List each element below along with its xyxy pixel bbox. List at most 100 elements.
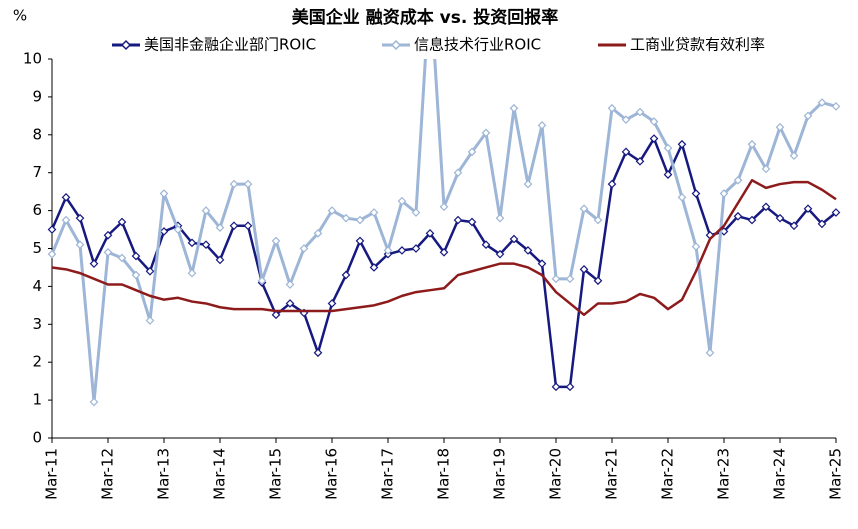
point-marker [187, 238, 197, 248]
point-marker [299, 244, 309, 253]
point-marker [789, 151, 799, 160]
point-marker [61, 215, 71, 225]
point-marker [285, 280, 295, 289]
point-marker [369, 208, 379, 217]
point-marker [733, 175, 743, 185]
point-marker [425, 228, 435, 238]
point-marker [383, 246, 393, 255]
y-tick-label: 10 [23, 50, 42, 68]
point-marker [285, 299, 295, 308]
point-marker [509, 103, 519, 113]
point-marker [313, 348, 323, 358]
point-marker [173, 225, 183, 234]
point-marker [803, 204, 813, 214]
point-marker [341, 213, 351, 223]
point-marker [145, 266, 155, 276]
point-marker [47, 249, 57, 259]
point-marker [243, 221, 253, 231]
x-tick-label: Mar-15 [267, 448, 285, 500]
y-tick-label: 0 [32, 429, 42, 447]
point-marker [789, 221, 799, 231]
y-tick-label: 4 [32, 277, 42, 295]
point-marker [327, 299, 337, 308]
point-marker [117, 217, 127, 227]
point-marker [775, 213, 785, 223]
point-marker [187, 268, 197, 278]
point-marker [411, 208, 421, 217]
point-marker [733, 211, 743, 221]
point-marker [215, 255, 225, 265]
point-marker [565, 274, 575, 284]
point-marker [761, 164, 771, 174]
point-marker [369, 263, 379, 272]
point-marker [271, 236, 281, 246]
point-marker [817, 98, 827, 107]
point-marker [229, 179, 239, 189]
point-marker [649, 117, 659, 126]
point-marker [47, 225, 57, 234]
point-marker [89, 397, 99, 407]
point-marker [523, 246, 533, 255]
x-tick-label: Mar-13 [155, 448, 173, 500]
x-tick-label: Mar-14 [211, 448, 229, 500]
x-tick-label: Mar-12 [99, 448, 117, 500]
point-marker [411, 244, 421, 253]
point-marker [677, 139, 687, 149]
point-marker [593, 215, 603, 225]
point-marker [159, 189, 169, 198]
chart-title: 美国企业 融资成本 vs. 投资回报率 [292, 7, 558, 28]
point-marker [215, 223, 225, 233]
y-tick-label: 5 [32, 239, 42, 257]
y-axis-label: % [13, 7, 27, 25]
y-tick-label: 8 [32, 125, 42, 143]
legend-marker [390, 39, 402, 51]
point-marker [719, 189, 729, 198]
x-tick-label: Mar-25 [827, 448, 845, 500]
point-marker [75, 213, 85, 223]
point-marker [271, 310, 281, 320]
point-marker [831, 208, 841, 217]
point-marker [775, 122, 785, 132]
point-marker [635, 107, 645, 117]
point-marker [691, 242, 701, 251]
x-tick-label: Mar-18 [435, 448, 453, 500]
point-marker [747, 215, 757, 225]
point-marker [103, 230, 113, 240]
series-line [50, 59, 837, 404]
point-marker [635, 156, 645, 166]
point-marker [593, 276, 603, 286]
point-marker [103, 247, 113, 257]
legend-label: 信息技术行业ROIC [414, 36, 541, 54]
y-tick-label: 3 [32, 315, 42, 333]
point-marker [117, 253, 127, 263]
point-marker [201, 240, 211, 250]
x-tick-label: Mar-19 [491, 448, 509, 500]
point-marker [131, 270, 141, 280]
point-marker [481, 240, 491, 250]
point-marker [607, 103, 617, 113]
point-marker [817, 219, 827, 229]
point-marker [565, 382, 575, 392]
legend-label: 美国非金融企业部门ROIC [144, 36, 316, 54]
point-marker [467, 217, 477, 227]
point-marker [747, 139, 757, 149]
point-marker [551, 274, 561, 284]
point-marker [397, 246, 407, 255]
point-marker [89, 259, 99, 269]
point-marker [649, 134, 659, 143]
y-tick-label: 6 [32, 201, 42, 219]
plot-area [47, 59, 841, 407]
point-marker [481, 128, 491, 138]
y-tick-label: 2 [32, 353, 42, 371]
point-marker [75, 240, 85, 250]
y-tick-label: 1 [32, 391, 42, 409]
point-marker [243, 179, 253, 189]
point-marker [257, 276, 267, 286]
point-marker [803, 111, 813, 121]
point-marker [313, 228, 323, 238]
point-marker [397, 196, 407, 206]
x-tick-label: Mar-22 [659, 448, 677, 500]
point-marker [341, 270, 351, 280]
point-marker [495, 213, 505, 223]
